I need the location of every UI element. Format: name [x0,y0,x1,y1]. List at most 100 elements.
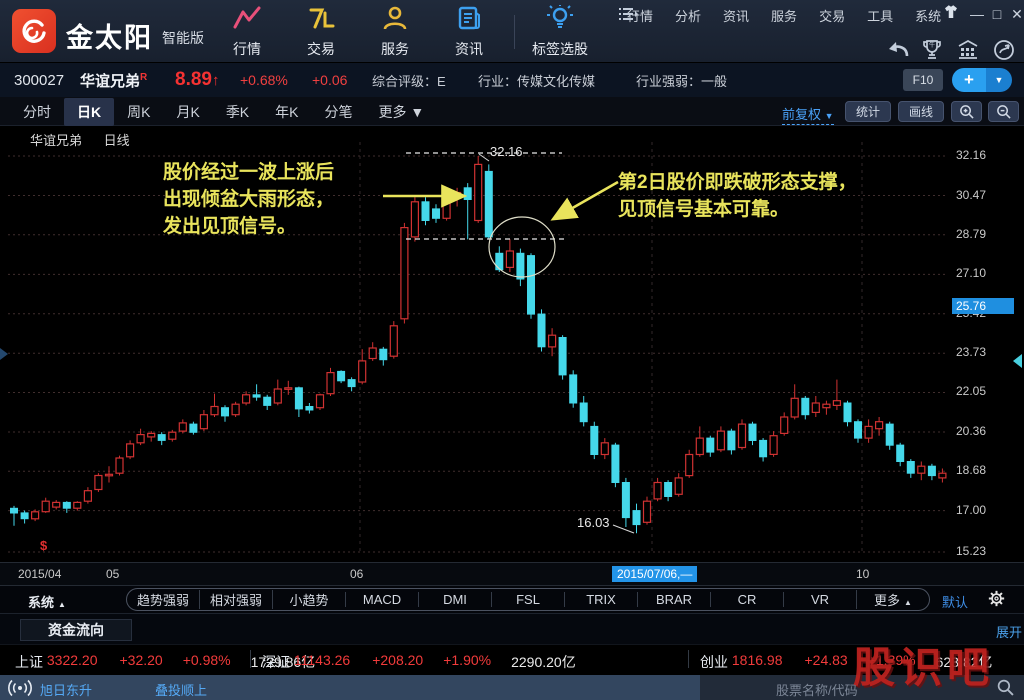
candle [273,379,282,406]
window-menu-item-4[interactable]: 服务 [771,9,798,24]
expand-link[interactable]: 展开 [996,625,1023,640]
indicator-tab-VR[interactable]: VR [783,592,856,607]
indicator-tab-CR[interactable]: CR [710,592,783,607]
candle [231,401,240,417]
index-value: 3322.20 [46,652,98,668]
indicator-tab-FSL[interactable]: FSL [491,592,564,607]
triangle-up-icon: ▲ [58,600,66,609]
candle [252,384,261,401]
candle [885,421,894,450]
period-tab-月K[interactable]: 月K [176,103,200,120]
close-button[interactable]: ✕ [1011,6,1023,22]
candle [537,309,546,352]
period-tab-分时[interactable]: 分时 [23,103,51,120]
zoom-in-button[interactable] [951,101,982,122]
candle [706,435,715,457]
list-menu-icon[interactable] [618,6,638,25]
theme-shirt-icon[interactable] [942,4,960,23]
main-nav-item-1[interactable]: 行情 [210,5,284,59]
window-menu-item-1[interactable]: 行情 [627,9,654,24]
period-tab-日K[interactable]: 日K [64,97,115,126]
gear-icon[interactable] [988,590,1005,612]
app-logo-icon[interactable] [12,9,56,53]
candle [527,253,535,319]
scroll-left-icon[interactable] [0,348,8,360]
indicator-tab-更多[interactable]: 更多 ▲ [856,590,929,609]
annotation-left-line3: 发出见顶信号。 [163,216,297,237]
candle [104,466,114,483]
search-icon[interactable] [997,679,1014,696]
scroll-right-icon[interactable] [1013,354,1022,368]
stock-search-input[interactable]: 股票名称/代码 [700,675,1024,700]
zoom-out-button[interactable] [988,101,1019,122]
candle [368,342,377,361]
candle [242,391,251,406]
candle [874,417,884,436]
service-icon [380,5,410,36]
adjust-mode-dropdown[interactable]: 前复权 ▼ [782,104,834,125]
last-price: 8.89↑ [175,69,219,91]
window-menu-item-3[interactable]: 资讯 [723,9,750,24]
main-nav-item-2[interactable]: 交易 [284,5,358,59]
indicator-tab-BRAR[interactable]: BRAR [637,592,710,607]
chevron-down-icon[interactable]: ▼ [986,68,1012,92]
price-axis-label: 15.23 [956,544,987,558]
compass-icon[interactable] [992,38,1020,62]
trophy-icon[interactable]: 牛 [920,38,948,62]
indicator-bar: 系统 ▲ 趋势强弱 相对强弱 小趋势 MACD DMI FSL TRIX BRAR CR VR 更多 ▲… [0,586,1024,613]
candlestick-chart-panel[interactable]: 华谊兄弟 日线 股价经过一波上涨后 出现倾盆大雨形态， 发出见顶信号。 第2日股… [0,126,1024,562]
index-quote-深证[interactable]: 深证 11143.26 +208.20 +1.90% 2290.20亿 [262,652,576,672]
candle [41,497,50,513]
candle [210,393,219,417]
price-axis-label: 20.36 [956,424,987,438]
add-to-watchlist-button[interactable]: + ▼ [952,68,1012,92]
candle [10,505,18,526]
index-quote-创业[interactable]: 创业 1816.98 +24.83 +1.39% 623.82亿 [700,652,992,672]
date-axis-label: 06 [350,567,364,581]
ticker-message-1[interactable]: 旭日东升 [40,683,93,698]
main-nav-item-3[interactable]: 服务 [358,5,432,59]
fund-flow-tab[interactable]: 资金流向 [20,619,132,641]
period-tab-更多[interactable]: 更多 ▼ [378,103,425,120]
period-tab-周K[interactable]: 周K [127,103,151,120]
f10-button[interactable]: F10 [903,69,943,91]
indicator-tab-相对强弱[interactable]: 相对强弱 [199,590,272,609]
candle [632,503,641,534]
indicator-tab-TRIX[interactable]: TRIX [564,592,637,607]
bank-icon[interactable] [956,38,984,62]
period-tab-分笔[interactable]: 分笔 [324,103,353,120]
candle [569,370,578,408]
candle [801,396,810,420]
main-nav-item-4[interactable]: 资讯 [432,5,506,59]
index-quote-上证[interactable]: 上证 3322.20 +32.20 +0.98% 1729.86亿 [15,652,315,672]
app-brand: 金太阳 [66,23,153,53]
indicator-tab-小趋势[interactable]: 小趋势 [272,590,345,609]
candle [73,501,82,511]
period-tab-季K[interactable]: 季K [225,103,250,120]
system-indicator-menu[interactable]: 系统 ▲ [28,592,66,611]
period-tab-年K[interactable]: 年K [275,103,299,120]
candle [20,510,29,524]
back-arrow-icon[interactable] [884,38,912,62]
window-menu-item-6[interactable]: 工具 [867,9,894,24]
window-menu-item-2[interactable]: 分析 [675,9,702,24]
default-indicator-link[interactable]: 默认 [942,595,969,610]
statistics-button[interactable]: 统计 [845,101,891,122]
ticker-message-2[interactable]: 叠投顺上 [155,683,208,698]
candle [94,473,103,492]
main-nav-item-5[interactable]: 标签选股 [523,4,597,59]
status-bar: 旭日东升 叠投顺上 股票名称/代码 [0,675,1024,700]
indicator-tab-DMI[interactable]: DMI [418,592,491,607]
maximize-button[interactable]: □ [992,6,1002,22]
candle [832,379,842,410]
plus-icon[interactable]: + [952,68,986,92]
window-menu-item-5[interactable]: 交易 [819,9,846,24]
candle [854,419,862,443]
indicator-tab-MACD[interactable]: MACD [345,592,418,607]
indicator-tab-趋势强弱[interactable]: 趋势强弱 [136,593,189,608]
draw-line-button[interactable]: 画线 [898,101,944,122]
minimize-button[interactable]: — [970,6,984,22]
candle [780,412,789,436]
window-menu-item-7[interactable]: 系统 [915,9,942,24]
index-turnover: 1729.86亿 [250,654,316,670]
